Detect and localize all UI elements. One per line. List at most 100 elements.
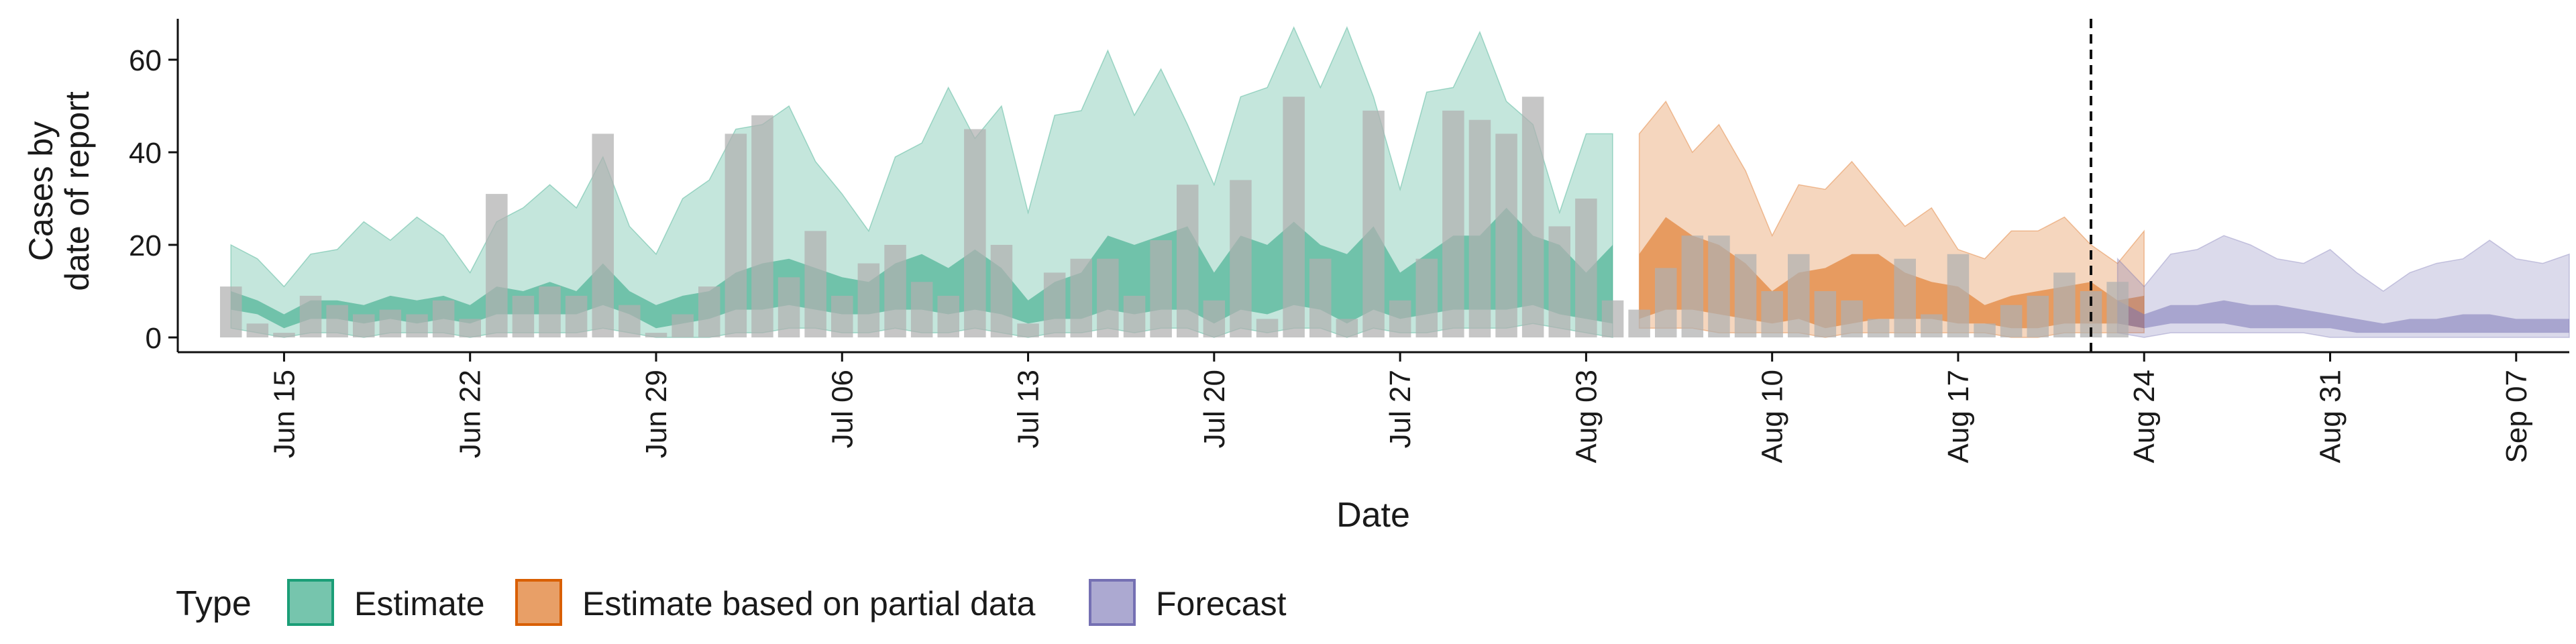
reported-case-bar [1389,300,1411,337]
reported-case-bar [432,300,455,337]
reported-case-bar [672,314,694,337]
reported-case-bar [1256,319,1279,337]
x-tick-label: Sep 07 [2500,370,2533,463]
x-tick-label: Jul 27 [1384,370,1417,448]
reported-case-bar [645,333,667,337]
x-tick-label: Aug 03 [1570,370,1603,463]
reported-case-bar [1150,240,1172,337]
reported-case-bar [1203,300,1226,337]
x-axis: Jun 15 Jun 22 Jun 29 Jul 06 Jul 13 Jul 20 Jul … [178,351,2569,463]
reported-case-bar [1575,199,1597,337]
reported-case-bar [1442,110,1464,337]
reported-case-bar [406,314,428,337]
reported-case-bar [326,305,348,337]
reported-case-bar [1043,272,1066,337]
reported-case-bar [1336,319,1358,337]
reported-case-bar [1521,97,1544,337]
reported-case-bar [379,309,402,337]
forecast-band-50 [2117,300,2569,333]
legend-label-estimate-based-on-partial-data: Estimate based on partial data [582,585,1036,623]
reported-case-bar [1097,258,1119,337]
y-tick-label: 20 [129,229,162,262]
plot-area [220,19,2570,352]
reported-case-bar [831,295,853,337]
reported-case-bar [698,286,720,337]
x-tick-label: Jun 15 [268,370,301,458]
reported-case-bar [1734,254,1757,337]
reported-case-bar [1894,258,1916,337]
legend: Type Estimate Estimate based on partial d… [176,579,1287,626]
legend-label-forecast: Forecast [1156,585,1287,623]
reported-case-bar [804,231,826,337]
reported-case-bar [299,295,322,337]
legend-title: Type [176,584,252,623]
reported-case-bar [512,295,535,337]
y-axis: 0 20 40 60 [129,19,179,355]
reported-case-bar [1230,180,1252,337]
y-tick-label: 40 [129,137,162,170]
reported-case-bar [857,263,880,337]
reported-case-bar [353,314,375,337]
reported-case-bar [459,319,481,337]
reported-case-bar [1628,309,1650,337]
reported-case-bar [1415,258,1438,337]
reported-case-bar [884,245,906,337]
y-tick-label: 0 [146,322,162,355]
x-tick-label: Aug 24 [2128,370,2161,463]
reported-case-bar [1761,291,1783,337]
reported-case-bar [1362,110,1385,337]
reported-case-bar [1177,184,1199,337]
legend-key-forecast [1089,579,1136,626]
y-axis-title-line-2: date of report [58,91,96,291]
x-tick-label: Jul 13 [1012,370,1045,448]
reported-case-bar [1681,235,1704,337]
x-tick-label: Aug 17 [1942,370,1975,463]
reported-case-bar [273,333,295,337]
reported-case-bar [777,277,800,337]
reported-case-bar [751,115,773,338]
legend-key-estimate-based-on-partial-data [515,579,562,626]
reported-case-bar [2027,295,2049,337]
reported-case-bar [1495,133,1517,337]
x-axis-title: Date [1336,496,1410,535]
x-tick-label: Jul 06 [826,370,859,448]
reported-case-bar [1548,226,1570,337]
x-tick-label: Jul 20 [1198,370,1231,448]
reported-case-bar [220,286,242,337]
reported-case-bar [565,295,588,337]
reported-case-bar [1921,314,1943,337]
reported-case-bars [220,97,2129,338]
reported-case-bar [2106,282,2129,337]
reported-case-bar [1655,268,1677,337]
reported-case-bar [1017,323,1039,337]
reported-case-bar [1468,119,1491,337]
reported-case-bar [1070,258,1092,337]
reported-case-bar [2053,272,2076,337]
reported-case-bar [539,286,561,337]
reported-case-bar [1867,319,1890,337]
x-tick-label: Jun 22 [454,370,487,458]
reported-case-bar [246,323,269,337]
reported-case-bar [2000,305,2023,337]
reported-case-bar [964,129,986,337]
reported-case-bar [1123,295,1146,337]
reported-case-bar [910,282,933,337]
reported-case-bar [937,295,959,337]
reported-case-bar [1947,254,1970,337]
x-tick-label: Aug 10 [1756,370,1789,463]
reported-case-bar [1601,300,1624,337]
reported-case-bar [619,305,641,337]
reported-case-bar [990,245,1013,337]
x-tick-label: Aug 31 [2314,370,2347,463]
reported-case-bar [1788,254,1810,337]
legend-label-estimate: Estimate [354,585,485,623]
reported-case-bar [1814,291,1837,337]
reported-case-bar [1283,97,1305,337]
x-tick-label: Jun 29 [640,370,673,458]
reported-case-bar [724,133,747,337]
reported-case-bar [1841,300,1863,337]
reported-case-bar [1708,235,1730,337]
legend-key-estimate [287,579,334,626]
reported-case-bar [592,133,614,337]
